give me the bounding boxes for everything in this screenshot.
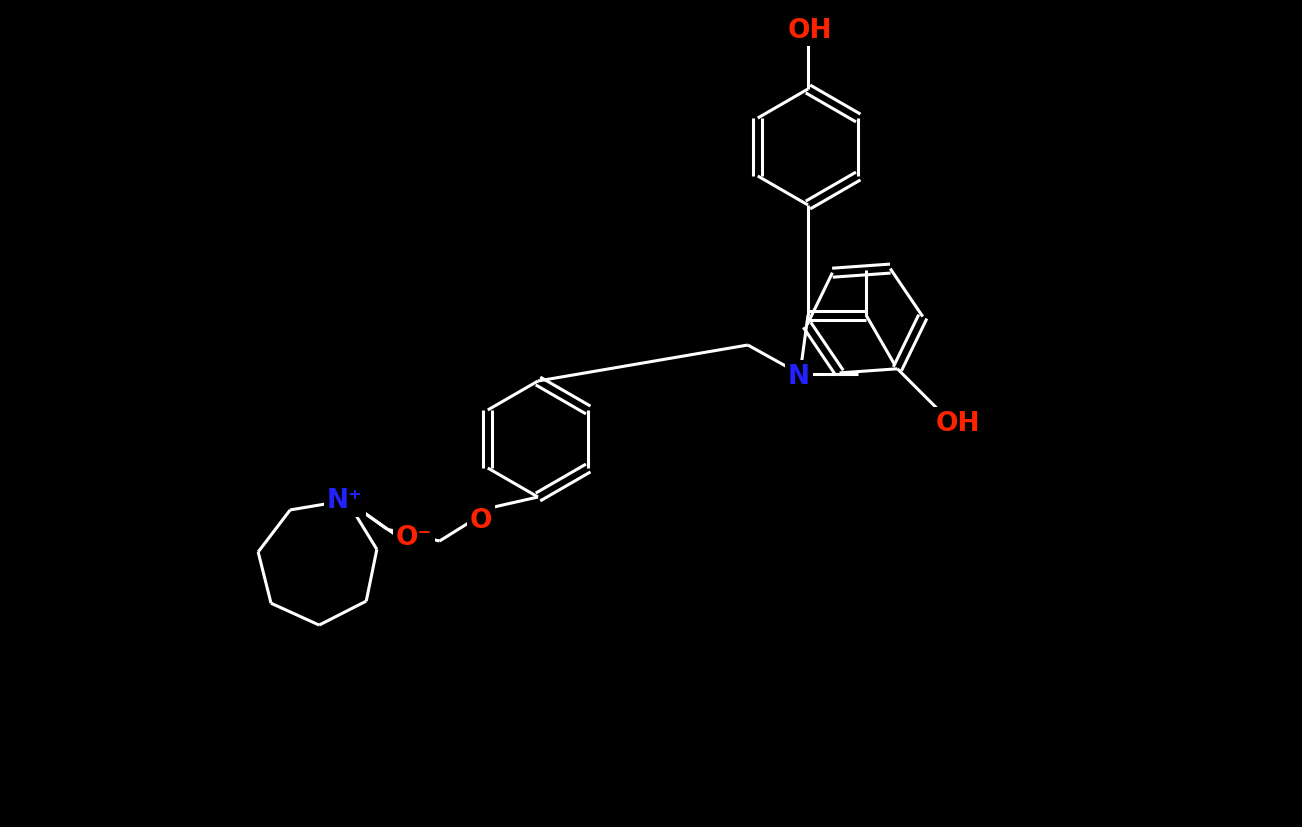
Text: OH: OH xyxy=(935,410,979,437)
Text: N: N xyxy=(788,364,810,390)
Text: O⁻: O⁻ xyxy=(396,524,432,551)
Text: O: O xyxy=(470,508,492,533)
Text: OH: OH xyxy=(788,18,832,44)
Text: N⁺: N⁺ xyxy=(327,488,363,514)
